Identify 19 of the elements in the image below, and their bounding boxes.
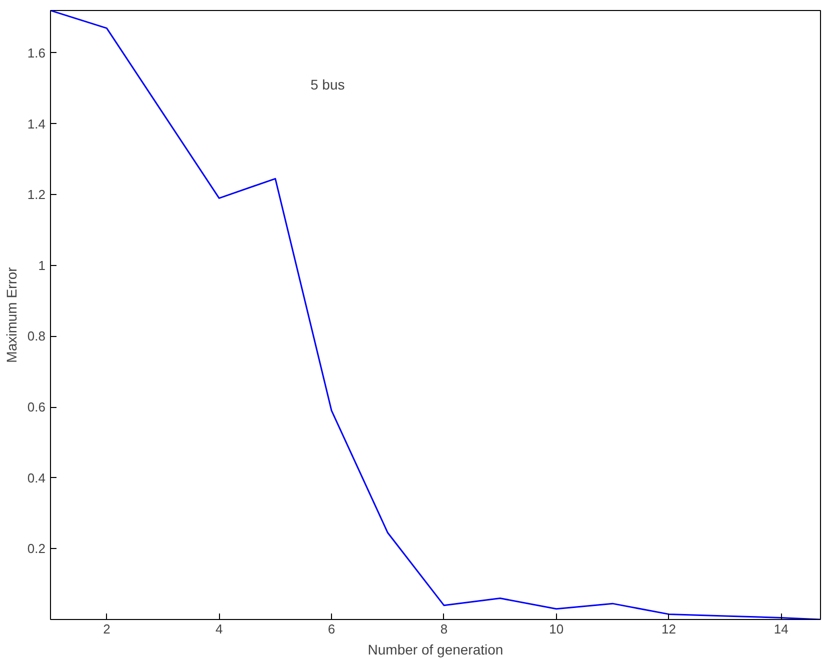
y-tick-label: 0.6 <box>27 400 46 415</box>
y-axis-title: Maximum Error <box>3 266 20 363</box>
y-tick-label: 1.4 <box>27 116 46 132</box>
y-tick-label: 0.8 <box>27 328 46 344</box>
x-tick-label: 12 <box>662 622 676 636</box>
x-tick-label: 4 <box>216 622 223 636</box>
line-series <box>50 10 820 620</box>
x-tick-label: 14 <box>774 622 788 636</box>
y-tick-label: 0.4 <box>27 470 46 486</box>
x-tick-label: 10 <box>549 622 564 636</box>
y-tick-label: 1.6 <box>27 45 46 60</box>
y-tick-label: 0.2 <box>27 541 46 556</box>
x-axis-title: Number of generation <box>368 642 504 658</box>
x-tick-label: 6 <box>328 622 336 636</box>
y-tick-label: 1 <box>38 258 46 273</box>
annotation: 5 bus <box>310 76 345 92</box>
y-tick-label: 1.2 <box>27 187 46 202</box>
x-tick-label: 2 <box>103 622 110 636</box>
x-tick-label: 8 <box>440 622 448 636</box>
